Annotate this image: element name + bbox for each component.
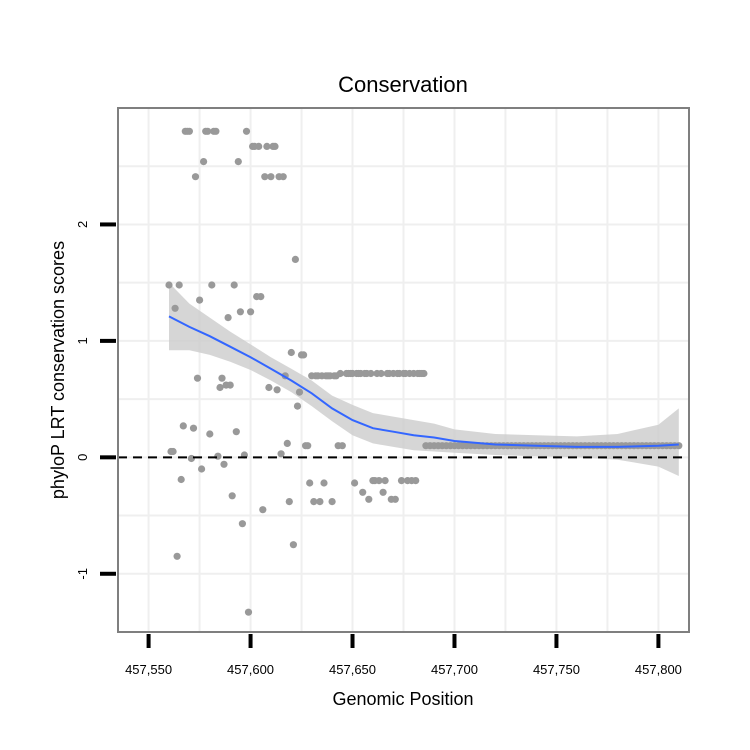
data-point [310, 498, 318, 506]
x-tick-label: 457,750 [533, 662, 580, 677]
x-tick-label: 457,650 [329, 662, 376, 677]
data-point [165, 281, 173, 289]
data-point [200, 158, 208, 166]
chart-title: Conservation [338, 72, 468, 97]
data-point [171, 304, 179, 312]
data-point [193, 374, 202, 382]
data-point [306, 479, 314, 487]
data-point [377, 369, 385, 378]
data-point [293, 402, 302, 410]
data-point [316, 498, 324, 506]
data-point [257, 293, 265, 301]
data-point [412, 477, 420, 485]
data-point [230, 281, 238, 289]
x-tick-label: 457,600 [227, 662, 274, 677]
data-point [204, 127, 212, 135]
y-tick-label: 1 [75, 337, 90, 344]
data-point [261, 173, 269, 181]
data-point [295, 388, 304, 396]
x-tick-label: 457,800 [635, 662, 682, 677]
data-point [206, 430, 214, 438]
data-point [271, 142, 279, 150]
x-axis-label: Genomic Position [332, 689, 473, 709]
data-point [420, 369, 428, 378]
x-tick-label: 457,700 [431, 662, 478, 677]
x-tick-label: 457,550 [125, 662, 172, 677]
data-point [177, 475, 185, 484]
y-tick-label: 2 [75, 221, 90, 228]
data-point [267, 173, 275, 181]
smooth-line [168, 315, 679, 448]
data-point [198, 465, 206, 473]
y-tick-label: -1 [75, 568, 90, 580]
data-point [285, 498, 293, 506]
data-points [165, 127, 683, 616]
data-point [259, 506, 267, 514]
data-point [228, 492, 236, 500]
data-point [179, 422, 187, 430]
data-point [234, 158, 242, 166]
data-point [391, 495, 399, 503]
data-point [208, 281, 216, 289]
data-point [338, 442, 346, 450]
data-point [277, 450, 285, 458]
data-point [175, 281, 183, 289]
data-point [397, 477, 406, 485]
data-point [216, 383, 224, 392]
data-point [265, 383, 273, 392]
y-axis: -1 0 1 2 [75, 221, 116, 580]
data-point [191, 173, 200, 181]
data-point [289, 541, 297, 549]
data-point [212, 127, 220, 135]
data-point [236, 308, 244, 316]
data-point [328, 498, 336, 506]
x-axis: 457,550 457,600 457,650 457,700 457,750 457,8… [125, 634, 682, 677]
data-point [287, 348, 295, 357]
data-point [300, 351, 308, 359]
data-point [214, 452, 222, 460]
y-tick-label: 0 [75, 454, 90, 461]
data-point [185, 127, 193, 135]
data-point [169, 447, 177, 456]
data-point [291, 255, 299, 263]
data-point [196, 296, 204, 304]
smooth-line-layer [168, 315, 679, 448]
data-point [189, 424, 198, 432]
data-point [273, 386, 281, 394]
data-point [320, 479, 328, 487]
data-point [359, 488, 367, 496]
data-point [226, 381, 234, 389]
data-point [365, 495, 373, 503]
data-point [381, 477, 389, 485]
data-point [367, 369, 375, 378]
data-point [187, 454, 195, 463]
y-axis-label: phyloP LRT conservation scores [48, 241, 68, 499]
data-point [379, 488, 387, 496]
data-point [304, 442, 312, 450]
data-point [263, 142, 271, 150]
data-point [218, 374, 226, 382]
data-point [375, 477, 383, 485]
data-point [351, 479, 359, 487]
data-point [244, 608, 253, 616]
data-point [242, 127, 251, 135]
data-point [283, 439, 291, 447]
data-point [232, 428, 240, 436]
data-point [220, 460, 228, 468]
data-point [247, 308, 255, 316]
data-point [675, 442, 683, 450]
data-point [255, 142, 263, 150]
data-point [224, 314, 232, 322]
data-point [336, 369, 344, 378]
data-point [279, 173, 287, 181]
data-point [173, 552, 181, 560]
plot-frame [117, 107, 690, 633]
data-point [238, 520, 246, 528]
